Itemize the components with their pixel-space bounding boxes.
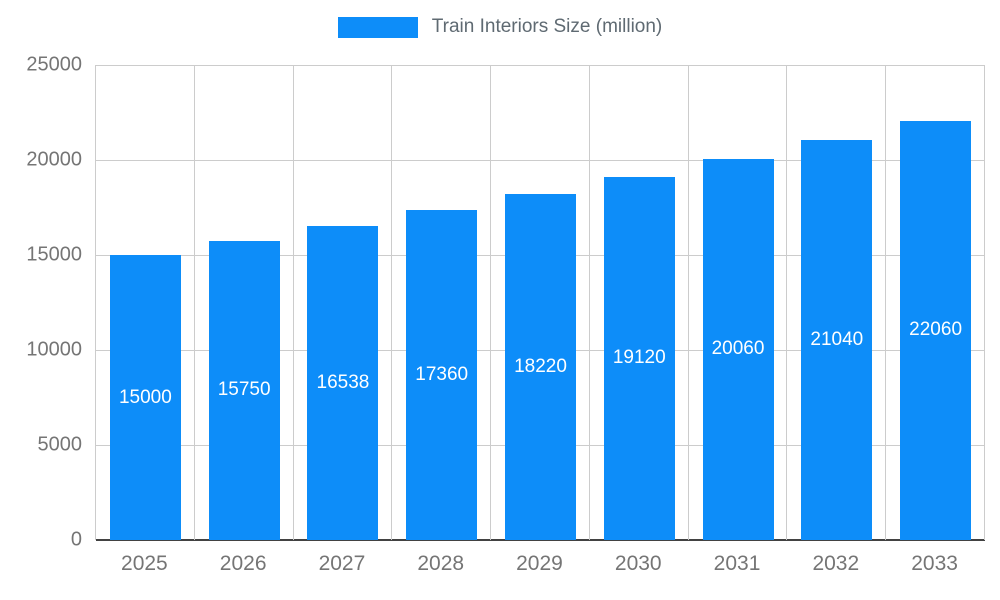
x-tick-label: 2032 — [812, 552, 860, 575]
bar[interactable] — [702, 158, 774, 540]
v-gridline — [391, 65, 393, 540]
x-tick-label: 2033 — [911, 552, 958, 575]
x-tick-label: 2028 — [417, 552, 465, 575]
y-tick-label: 25000 — [26, 53, 82, 76]
bar[interactable] — [406, 210, 478, 540]
y-axis: 0 5000 10000 15000 20000 25000 — [0, 54, 83, 551]
y-tick-label: 5000 — [37, 433, 83, 456]
v-gridline — [885, 65, 887, 540]
y-tick-label: 15000 — [26, 243, 82, 266]
bar[interactable] — [801, 140, 873, 540]
v-gridline — [490, 65, 492, 540]
v-gridline — [588, 65, 590, 540]
y-tick-label: 10000 — [26, 338, 82, 361]
bar[interactable] — [307, 225, 379, 540]
x-tick-label: 2031 — [713, 552, 761, 575]
bar-value-label: 19120 — [612, 347, 666, 369]
bar-value-label: 22060 — [909, 319, 963, 341]
bar-value-label: 17360 — [415, 364, 469, 386]
x-tick-label: 2030 — [614, 552, 662, 575]
bar-value-label: 18220 — [514, 355, 567, 377]
y-tick-label: 20000 — [26, 148, 82, 171]
h-gridline — [96, 65, 985, 66]
x-tick-label: 2027 — [318, 552, 366, 575]
bar[interactable] — [109, 255, 181, 540]
bar-value-label: 15000 — [118, 386, 172, 408]
x-tick-label: 2029 — [516, 552, 563, 575]
v-gridline — [984, 65, 985, 540]
v-gridline — [786, 65, 788, 540]
x-tick-label: 2025 — [121, 552, 168, 575]
bar[interactable] — [208, 240, 280, 540]
v-gridline — [193, 65, 195, 540]
bar-value-label: 20060 — [711, 338, 765, 360]
legend-label: Train Interiors Size (million) — [431, 16, 663, 37]
x-tick-label: 2026 — [219, 552, 267, 575]
bar[interactable] — [603, 176, 675, 540]
x-axis-line — [96, 539, 985, 541]
bar-value-label: 16538 — [316, 371, 370, 393]
bar[interactable] — [900, 120, 972, 540]
legend[interactable]: Train Interiors Size (million) — [0, 16, 1000, 38]
legend-swatch — [337, 16, 418, 38]
h-gridline — [96, 160, 985, 161]
v-gridline — [687, 65, 689, 540]
y-tick-label: 0 — [70, 528, 82, 551]
x-axis: 2025 2026 2027 2028 2029 2030 2031 2032 2033 — [95, 552, 985, 582]
bar-value-label: 15750 — [217, 379, 271, 401]
v-gridline — [292, 65, 294, 540]
plot-area: 15000 15750 16538 17360 18220 19120 20060 21040… — [95, 65, 985, 541]
bar[interactable] — [505, 193, 576, 540]
bar-value-label: 21040 — [810, 329, 864, 351]
